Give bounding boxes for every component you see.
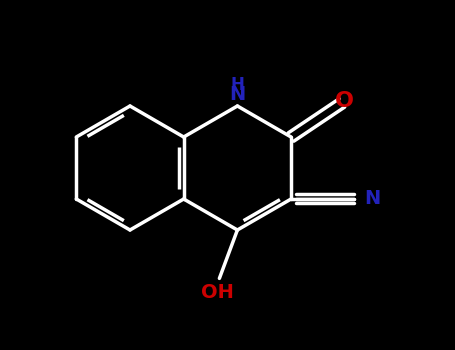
Text: N: N [229, 85, 246, 104]
Text: OH: OH [201, 284, 234, 302]
Text: H: H [230, 76, 244, 94]
Text: O: O [334, 91, 354, 111]
Text: N: N [364, 189, 380, 209]
